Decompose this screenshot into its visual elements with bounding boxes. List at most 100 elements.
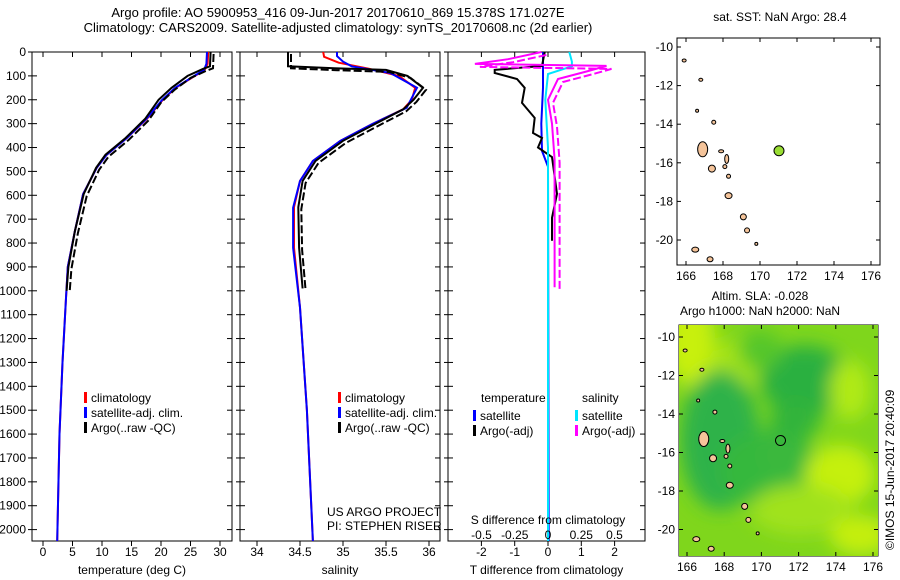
lon-tick-label: 168 (713, 269, 733, 283)
series-line-argo-adjusted (68, 53, 215, 293)
island-land (696, 398, 701, 403)
panel-frame-temperature (31, 51, 233, 542)
depth-tick-label: 500 (6, 164, 26, 178)
x-tick-label: -1 (509, 545, 520, 559)
legend-header-temperature: temperature (481, 391, 546, 405)
depth-tick-label: 1200 (0, 332, 26, 346)
legend-swatch (84, 392, 87, 403)
legend-label: satellite-adj. clim. (345, 406, 437, 420)
island-land (695, 108, 700, 113)
sla-anomaly-blob (830, 360, 870, 420)
x-tick-label: 2 (611, 545, 618, 559)
island-land (719, 438, 726, 443)
series-line-salinity-argo-raw (479, 54, 612, 291)
island-land (682, 348, 688, 353)
x-axis-label: salinity (322, 563, 359, 577)
x-tick-label: 35 (336, 545, 350, 559)
legend-swatch (338, 422, 341, 433)
lon-tick-label: 170 (750, 269, 770, 283)
legend-swatch (338, 407, 341, 418)
lon-tick-label: 166 (677, 560, 697, 574)
series-group-difference (474, 51, 612, 541)
legend-swatch (473, 425, 476, 436)
x-tick-label: 36 (422, 545, 436, 559)
legend-swatch (575, 410, 578, 421)
lat-tick-label: -20 (658, 523, 676, 537)
lon-tick-label: 176 (863, 560, 883, 574)
depth-tick-label: 100 (6, 69, 26, 83)
x-tick-label: 35.5 (374, 545, 398, 559)
island-land (754, 241, 759, 246)
depth-tick-label: 800 (6, 236, 26, 250)
x-axis-label: temperature (deg C) (78, 563, 186, 577)
island-land (725, 443, 731, 454)
lon-tick-label: 170 (751, 560, 771, 574)
island-land (722, 164, 728, 170)
sla-anomaly-blob (760, 345, 850, 415)
island-land (706, 256, 714, 263)
legend-swatch (338, 392, 341, 403)
island-land (755, 531, 760, 536)
sla-field (679, 325, 878, 555)
island-land (718, 149, 725, 154)
lon-tick-label: 166 (676, 269, 696, 283)
x-tick-label: 34 (250, 545, 264, 559)
x-tick-label: 10 (95, 545, 109, 559)
series-group-temperature (56, 51, 215, 541)
lon-tick-label: 172 (789, 560, 809, 574)
island-land (697, 141, 709, 158)
pi-label: PI: STEPHEN RISER (327, 519, 442, 533)
island-land (744, 227, 751, 234)
lat-tick-label: -18 (656, 194, 674, 208)
island-land (707, 545, 715, 552)
island-land (709, 454, 718, 463)
argo-float-marker (773, 145, 785, 157)
x-tick-label: 0 (545, 545, 552, 559)
depth-tick-label: 1400 (0, 379, 26, 393)
depth-tick-label: 400 (6, 141, 26, 155)
s-tick-label: -0.25 (501, 528, 529, 542)
island-land (698, 77, 704, 82)
legend-label: satellite (480, 409, 521, 423)
s-axis-label: S difference from climatology (471, 513, 626, 527)
island-land (723, 453, 729, 459)
lat-tick-label: -10 (656, 40, 674, 54)
legend-swatch (84, 407, 87, 418)
x-tick-label: 15 (125, 545, 139, 559)
s-tick-label: 0.5 (606, 528, 623, 542)
sla-anomaly-blob (770, 400, 820, 440)
s-tick-label: 0.25 (570, 528, 594, 542)
x-tick-label: 20 (154, 545, 168, 559)
series-group-salinity (287, 51, 428, 541)
island-land (724, 192, 733, 200)
depth-tick-label: 1800 (0, 475, 26, 489)
map-content-sla_map (679, 325, 878, 556)
sla-anomaly-blob (760, 435, 800, 475)
series-line-argo-adjusted (290, 54, 428, 291)
legend-label: climatology (91, 391, 151, 405)
island-land (692, 536, 701, 543)
depth-tick-label: 1100 (0, 308, 26, 322)
legend-header-salinity: salinity (582, 391, 619, 405)
x-tick-label: 30 (213, 545, 227, 559)
figure-title-line1: Argo profile: AO 5900953_416 09-Jun-2017… (111, 5, 565, 20)
island-land (739, 213, 747, 221)
series-line-satellite-adj-clim- (292, 52, 419, 541)
argo-float-marker (775, 435, 787, 447)
legend-label: satellite (582, 409, 623, 423)
legend-label: Argo(..raw -QC) (345, 421, 430, 435)
x-axis-label: T difference from climatology (470, 563, 624, 577)
lat-tick-label: -14 (658, 407, 676, 421)
island-land (745, 516, 752, 523)
island-land (725, 481, 734, 489)
legend-label: climatology (345, 391, 405, 405)
depth-tick-label: 300 (6, 117, 26, 131)
island-land (691, 246, 700, 253)
lat-tick-label: -16 (658, 446, 676, 460)
lon-tick-label: 172 (787, 269, 807, 283)
lat-tick-label: -12 (656, 79, 674, 93)
lat-tick-label: -12 (658, 369, 676, 383)
series-line-salinity-argo-adj- (474, 51, 607, 288)
depth-tick-label: 0 (19, 45, 26, 59)
depth-tick-label: 1000 (0, 284, 26, 298)
